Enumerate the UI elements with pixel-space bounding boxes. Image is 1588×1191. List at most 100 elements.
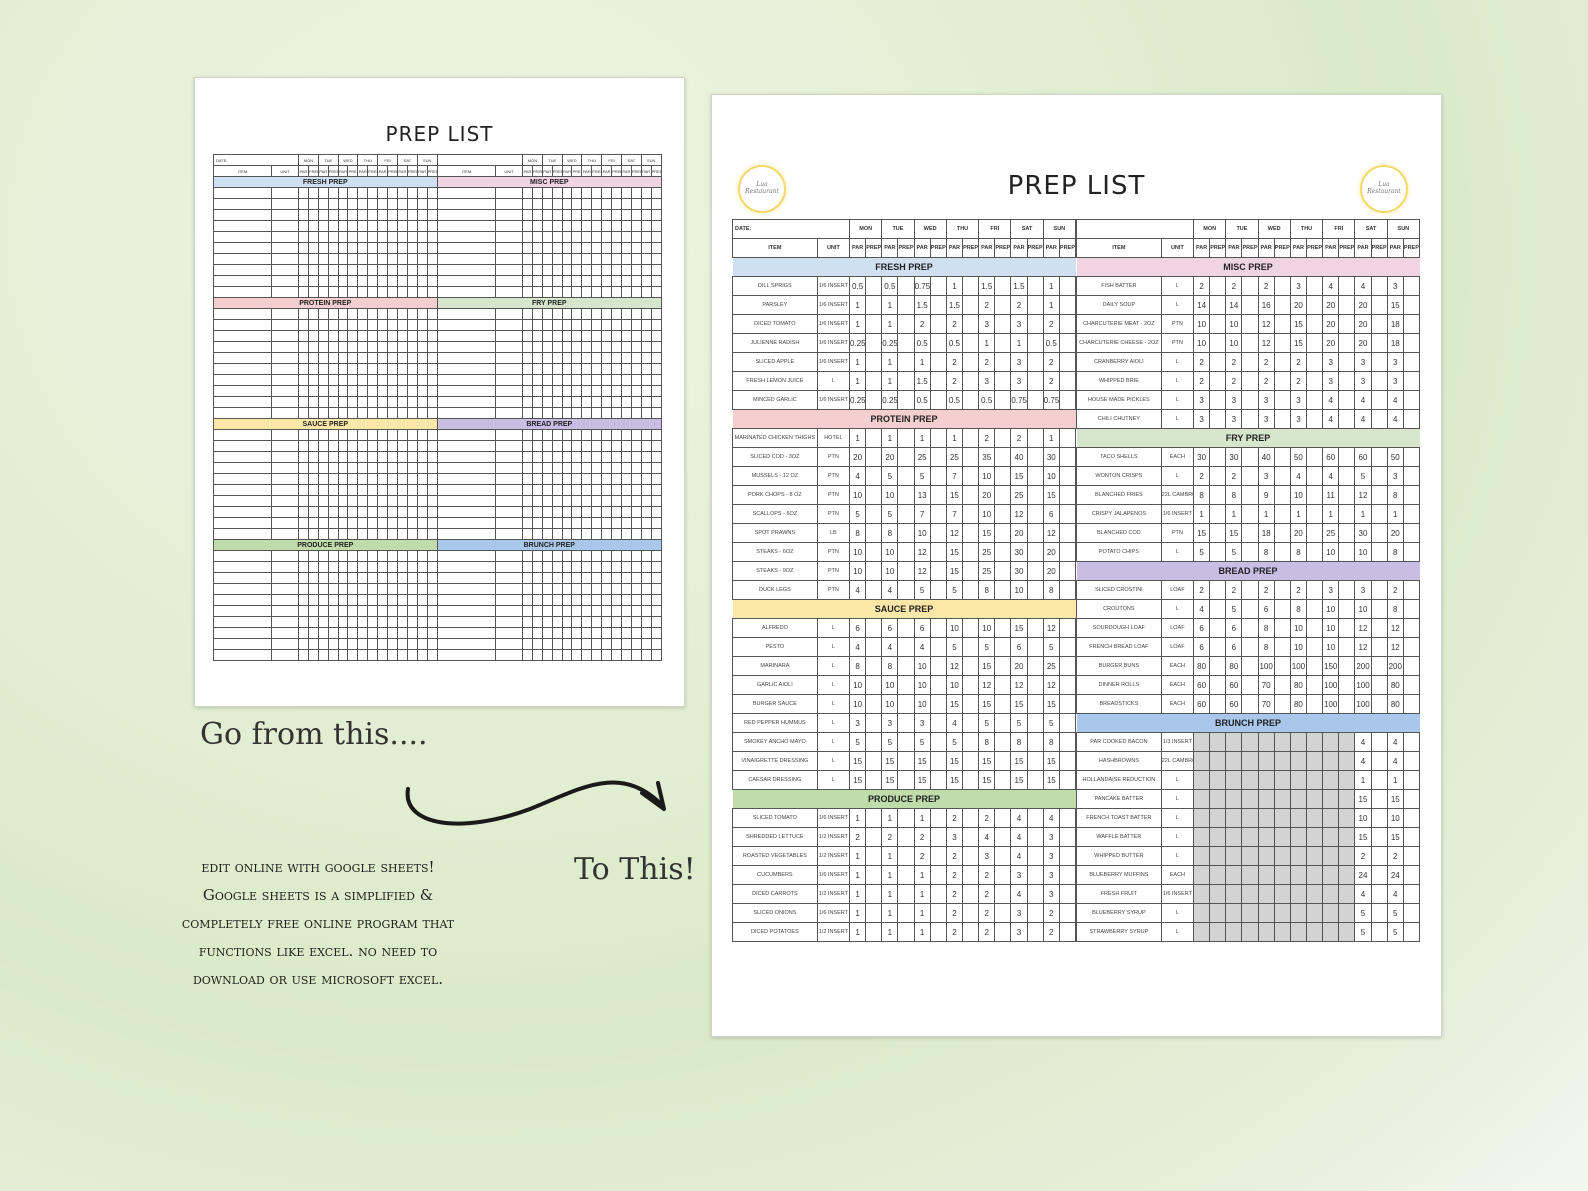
empty-cell[interactable] <box>581 627 593 639</box>
par-value-cell[interactable]: 100 <box>1322 694 1340 714</box>
empty-cell[interactable] <box>327 363 339 375</box>
prep-value-cell[interactable] <box>1370 656 1388 676</box>
empty-cell[interactable] <box>396 638 408 650</box>
par-value-cell[interactable]: 1 <box>849 352 867 372</box>
empty-cell[interactable] <box>270 484 300 496</box>
prep-value-cell[interactable] <box>994 333 1012 353</box>
empty-cell[interactable] <box>367 561 379 573</box>
empty-cell[interactable] <box>620 396 632 408</box>
empty-cell[interactable] <box>620 616 632 628</box>
prep-value-cell[interactable] <box>1370 694 1388 714</box>
empty-cell[interactable] <box>387 440 398 452</box>
prep-value-cell[interactable] <box>994 371 1012 391</box>
prep-value-cell[interactable] <box>1338 903 1356 923</box>
item-name-cell[interactable]: MUSSELS - 12 OZ <box>732 466 818 486</box>
empty-cell[interactable] <box>531 308 543 320</box>
empty-cell[interactable] <box>317 506 329 518</box>
empty-cell[interactable] <box>327 517 339 529</box>
empty-cell[interactable] <box>561 451 573 463</box>
par-value-cell[interactable]: 1 <box>881 846 899 866</box>
empty-cell[interactable] <box>541 198 553 210</box>
empty-cell[interactable] <box>406 638 418 650</box>
empty-cell[interactable] <box>522 396 533 408</box>
empty-cell[interactable] <box>640 396 652 408</box>
empty-cell[interactable] <box>426 528 438 540</box>
item-name-cell[interactable]: MARINATED CHICKEN THIGHS <box>732 428 818 448</box>
prep-value-cell[interactable] <box>961 846 980 866</box>
empty-cell[interactable] <box>581 253 593 265</box>
empty-cell[interactable] <box>357 396 369 408</box>
par-value-cell[interactable]: 25 <box>1042 656 1060 676</box>
prep-value-cell[interactable] <box>1305 865 1324 885</box>
par-value-cell[interactable]: 1 <box>1386 504 1404 524</box>
prep-value-cell[interactable] <box>865 276 883 296</box>
prep-value-cell[interactable] <box>929 903 947 923</box>
prep-value-cell[interactable] <box>994 827 1012 847</box>
empty-cell[interactable] <box>307 231 319 243</box>
empty-cell[interactable] <box>437 319 496 331</box>
empty-cell[interactable] <box>561 572 573 584</box>
par-value-cell[interactable]: 1 <box>1042 295 1060 315</box>
empty-cell[interactable] <box>620 528 632 540</box>
empty-cell[interactable] <box>495 495 523 507</box>
prep-value-cell[interactable] <box>897 504 915 524</box>
prep-value-cell[interactable] <box>1305 827 1324 847</box>
empty-cell[interactable] <box>307 264 319 276</box>
empty-cell[interactable] <box>270 517 300 529</box>
prep-value-cell[interactable] <box>994 618 1012 638</box>
empty-cell[interactable] <box>551 528 563 540</box>
empty-cell[interactable] <box>406 649 418 661</box>
empty-cell[interactable] <box>571 605 583 617</box>
prep-value-cell[interactable] <box>929 523 947 543</box>
empty-cell[interactable] <box>387 363 398 375</box>
par-value-cell[interactable]: 20 <box>1354 295 1372 315</box>
empty-cell[interactable] <box>601 583 613 595</box>
empty-cell[interactable] <box>611 572 622 584</box>
par-value-cell[interactable]: 20 <box>1386 523 1404 543</box>
empty-cell[interactable] <box>571 495 583 507</box>
empty-cell[interactable] <box>406 341 418 353</box>
prep-value-cell[interactable] <box>961 732 980 752</box>
prep-value-cell[interactable] <box>929 827 947 847</box>
empty-cell[interactable] <box>426 209 438 221</box>
empty-cell[interactable] <box>337 451 349 463</box>
prep-value-cell[interactable] <box>1273 675 1291 695</box>
empty-cell[interactable] <box>317 242 329 254</box>
empty-cell[interactable] <box>317 561 329 573</box>
empty-cell[interactable] <box>416 275 428 287</box>
prep-value-cell[interactable] <box>994 295 1012 315</box>
unit-cell[interactable]: EACH <box>1160 447 1195 467</box>
empty-cell[interactable] <box>337 187 349 199</box>
empty-cell[interactable] <box>307 396 319 408</box>
par-value-cell[interactable]: 1 <box>881 295 899 315</box>
par-value-cell[interactable]: 2 <box>1257 352 1275 372</box>
prep-value-cell[interactable] <box>1209 447 1227 467</box>
empty-cell[interactable] <box>317 286 329 298</box>
empty-cell[interactable] <box>387 374 398 386</box>
par-value-cell[interactable]: 0.5 <box>1042 333 1060 353</box>
item-name-cell[interactable]: DUCK LEGS <box>732 580 818 600</box>
empty-cell[interactable] <box>367 440 379 452</box>
empty-cell[interactable] <box>495 440 523 452</box>
empty-cell[interactable] <box>377 253 389 265</box>
prep-value-cell[interactable] <box>897 523 915 543</box>
empty-cell[interactable] <box>495 231 523 243</box>
empty-cell[interactable] <box>620 198 632 210</box>
prep-value-cell[interactable] <box>1305 922 1324 942</box>
empty-cell[interactable] <box>357 286 369 298</box>
empty-cell[interactable] <box>561 495 573 507</box>
empty-cell[interactable] <box>541 286 553 298</box>
prep-value-cell[interactable] <box>1209 466 1227 486</box>
empty-cell[interactable] <box>213 231 272 243</box>
prep-value-cell[interactable] <box>961 428 980 448</box>
empty-cell[interactable] <box>396 363 408 375</box>
par-value-cell[interactable]: 6 <box>1225 637 1243 657</box>
empty-cell[interactable] <box>307 528 319 540</box>
empty-cell[interactable] <box>531 198 543 210</box>
empty-cell[interactable] <box>317 275 329 287</box>
empty-cell[interactable] <box>640 187 652 199</box>
empty-cell[interactable] <box>406 396 418 408</box>
par-value-cell[interactable]: 3 <box>978 846 996 866</box>
empty-cell[interactable] <box>396 484 408 496</box>
empty-cell[interactable] <box>581 429 593 441</box>
